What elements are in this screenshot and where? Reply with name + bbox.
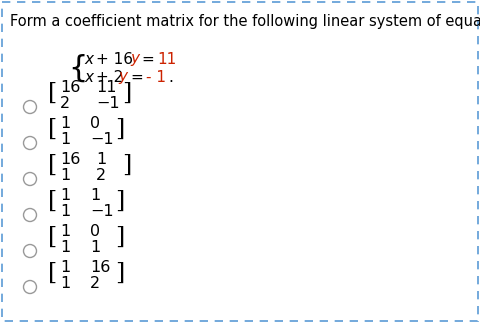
Text: $\{$: $\{$ [68,52,85,84]
Text: + 2: + 2 [96,70,123,85]
Text: $x$: $x$ [84,70,96,85]
Text: ]: ] [115,118,124,141]
Text: −1: −1 [90,203,114,218]
Text: 1: 1 [60,117,70,131]
Text: ]: ] [115,225,124,248]
Text: −1: −1 [96,96,120,110]
Text: [: [ [48,262,57,285]
Text: 1: 1 [60,189,70,203]
Text: + 16: + 16 [96,52,133,67]
Text: 16: 16 [60,80,80,96]
Text: 11: 11 [96,80,117,96]
Text: .: . [168,70,173,85]
Text: 16: 16 [60,152,80,168]
Text: 1: 1 [60,203,70,218]
Text: $y$: $y$ [118,70,130,86]
Text: ]: ] [122,153,131,176]
Text: 11: 11 [157,52,176,67]
Text: 0: 0 [90,117,100,131]
Text: ]: ] [115,262,124,285]
Text: 1: 1 [96,152,106,168]
Text: [: [ [48,118,57,141]
Text: Form a coefficient matrix for the following linear system of equations:: Form a coefficient matrix for the follow… [10,14,480,29]
Text: 2: 2 [90,276,100,290]
Text: 1: 1 [60,261,70,276]
Text: =: = [141,52,154,67]
Text: 16: 16 [90,261,110,276]
Text: [: [ [48,81,57,105]
Text: 2: 2 [96,168,106,182]
Text: 1: 1 [60,168,70,182]
Text: 1: 1 [60,239,70,255]
Text: 1: 1 [90,239,100,255]
Text: ]: ] [115,190,124,213]
Text: $x$: $x$ [84,52,96,67]
Text: 1: 1 [60,276,70,290]
Text: 1: 1 [60,131,70,147]
Text: =: = [130,70,143,85]
Text: 1: 1 [90,189,100,203]
Text: $y$: $y$ [130,52,142,68]
Text: 0: 0 [90,224,100,239]
Text: ]: ] [122,81,131,105]
Text: - 1: - 1 [146,70,166,85]
Text: [: [ [48,225,57,248]
Text: [: [ [48,153,57,176]
Text: 2: 2 [60,96,70,110]
Text: −1: −1 [90,131,114,147]
Text: [: [ [48,190,57,213]
Text: 1: 1 [60,224,70,239]
